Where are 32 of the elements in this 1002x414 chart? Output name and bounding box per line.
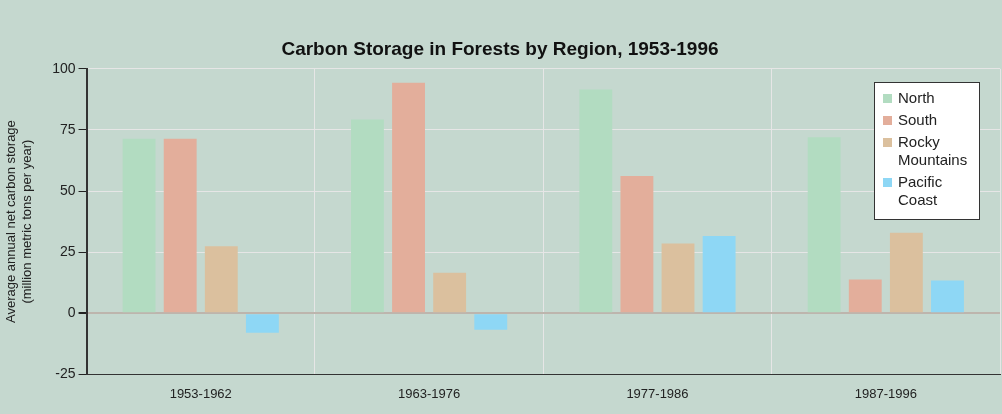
legend-label: Rocky Mountains	[898, 133, 969, 169]
x-tick-label: 1963-1976	[398, 385, 461, 401]
y-tick-label: 0	[67, 304, 76, 321]
bar	[122, 138, 156, 313]
legend-label: North	[898, 89, 935, 107]
x-tick-label: 1987-1996	[854, 385, 917, 401]
x-tick-label: 1953-1962	[169, 385, 232, 401]
bar	[579, 89, 613, 313]
bar	[807, 137, 841, 313]
y-axis-title: Average annual net carbon storage (million metric tons per year)	[3, 120, 34, 324]
bar	[702, 236, 736, 313]
y-tick-label: 100	[52, 59, 76, 76]
bar	[848, 279, 882, 313]
bar	[931, 280, 964, 313]
chart-title: Carbon Storage in Forests by Region, 1953-1996	[281, 37, 719, 59]
bar	[392, 82, 425, 313]
bar	[474, 314, 508, 330]
bar	[620, 175, 654, 313]
y-tick-label: 75	[59, 120, 76, 137]
legend-label: South	[898, 111, 938, 129]
y-tick-label: 25	[59, 243, 76, 260]
bar	[351, 119, 384, 313]
y-tick-label: -25	[55, 365, 76, 382]
legend-label: Pacific Coast	[898, 173, 944, 209]
bar	[889, 232, 923, 313]
y-tick-label: 50	[59, 181, 76, 198]
bar	[245, 314, 279, 333]
bar	[204, 246, 238, 313]
bar	[163, 138, 197, 313]
bar	[433, 272, 467, 313]
x-tick-label: 1977-1986	[626, 385, 689, 401]
bar	[661, 243, 695, 313]
